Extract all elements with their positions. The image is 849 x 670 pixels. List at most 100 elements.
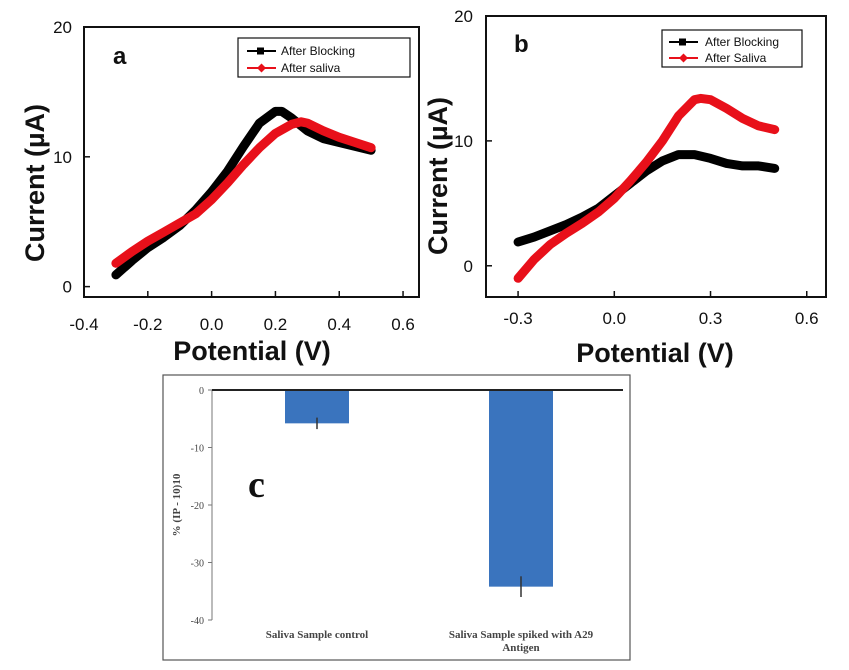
panel-b-series-saliva-point <box>610 194 619 203</box>
panel-c-category-label: Antigen <box>502 642 539 654</box>
panel-b-x-tick-label: -0.3 <box>503 309 532 328</box>
panel-a-series-blocking-point <box>288 114 295 121</box>
panel-c-y-tick-label: -40 <box>191 616 204 627</box>
panel-a-series-saliva-point <box>207 195 216 204</box>
panel-a-series-blocking-point <box>304 127 311 134</box>
panel-a-series-saliva-point <box>191 209 200 218</box>
panel-b-series-saliva-point <box>514 274 523 283</box>
panel-b-series-saliva-point <box>594 208 603 217</box>
panel-a-series-blocking-point <box>224 168 231 175</box>
panel-a-x-axis-label: Potential (V) <box>173 336 331 366</box>
panel-a-x-tick-label: 0.0 <box>200 315 224 334</box>
panel-a-x-tick-label: -0.2 <box>133 315 162 334</box>
panel-c-y-axis-label: % (IP - 10)10 <box>171 473 183 536</box>
panel-c-y-tick-label: -20 <box>191 501 204 512</box>
panel-a-series-saliva-point <box>255 143 264 152</box>
panel-b-series-blocking-point <box>691 151 698 158</box>
panel-a-series-blocking-point <box>208 188 215 195</box>
panel-c-category-label: Saliva Sample control <box>266 629 368 641</box>
panel-a-series-blocking-point <box>272 108 279 115</box>
panel-a-series-saliva-point <box>175 219 184 228</box>
panel-a-x-tick-label: 0.2 <box>264 315 288 334</box>
panel-b-x-tick-label: 0.3 <box>699 309 723 328</box>
panel-a-legend-label-saliva: After saliva <box>281 61 341 75</box>
panel-b-series-saliva-point <box>738 114 747 123</box>
panel-b-series-saliva-point <box>546 240 555 249</box>
panel-a-chart: a Potential (V) Current (µA) -0.4 -0.2 0.0… <box>20 18 420 366</box>
panel-a-series-saliva-point <box>319 126 328 135</box>
panel-a-legend-marker-blocking <box>257 47 264 55</box>
panel-b-series-saliva-point <box>770 125 779 134</box>
panel-b-y-axis-label: Current (µA) <box>423 97 453 255</box>
panel-b-y-tick-label: 0 <box>464 257 473 276</box>
panel-b-x-tick-label: 0.0 <box>602 309 626 328</box>
panel-b-series-blocking-point <box>515 239 522 246</box>
panel-b-series-saliva-point <box>530 255 539 264</box>
panel-a-series-saliva-point <box>159 228 168 237</box>
panel-a-y-tick-label: 20 <box>53 18 72 37</box>
panel-a-series-saliva-point <box>335 133 344 142</box>
panel-b-series-blocking-point <box>707 155 714 162</box>
panel-b-legend-box <box>661 29 803 68</box>
panel-a-series-saliva-point <box>223 178 232 187</box>
panel-b-legend: After Blocking After Saliva <box>661 29 803 68</box>
panel-b-y-tick-label: 10 <box>454 132 473 151</box>
panel-a-series-blocking-point <box>240 143 247 150</box>
panel-b-series-saliva-point <box>690 95 699 104</box>
panel-b-series-saliva-point <box>578 219 587 228</box>
panel-b-series-saliva-point <box>722 104 731 113</box>
panel-b-letter: b <box>514 31 529 58</box>
panel-b-series-saliva-point <box>658 136 667 145</box>
panel-b-legend-marker-saliva <box>679 53 688 63</box>
panel-a-series-blocking-point <box>256 120 263 127</box>
panel-a-series-blocking-point <box>336 139 343 146</box>
panel-b-series-blocking-point <box>659 157 666 164</box>
panel-a-series-saliva-point <box>111 259 120 268</box>
panel-a-legend: After Blocking After saliva <box>237 37 411 78</box>
panel-c-letter: c <box>248 464 265 506</box>
panel-c-y-tick-label: 0 <box>199 386 204 397</box>
panel-b-series-saliva-point <box>754 121 763 130</box>
panel-a-legend-box <box>237 37 411 78</box>
panel-b-series-saliva-point <box>706 95 715 104</box>
panel-b-x-axis-label: Potential (V) <box>576 338 734 368</box>
panel-a-series-saliva-point <box>271 129 280 138</box>
panel-a-x-tick-label: 0.6 <box>391 315 415 334</box>
panel-a-series-blocking-point <box>144 244 151 251</box>
panel-b-chart: b Potential (V) Current (µA) -0.3 0.0 0.3 0… <box>423 7 827 368</box>
panel-b-y-tick-label: 20 <box>454 7 473 26</box>
panel-b-series-blocking-point <box>675 151 682 158</box>
panel-b-series-saliva-point <box>562 229 571 238</box>
panel-a-series-blocking-point <box>278 108 285 115</box>
panel-b-series-blocking-point <box>739 162 746 169</box>
panel-a-series-blocking-point <box>128 257 135 264</box>
panel-b-series-saliva-point <box>642 158 651 167</box>
panel-b-x-tick-label: 0.6 <box>795 309 819 328</box>
panel-b-series-saliva-point <box>626 176 635 185</box>
panel-a-y-axis-label: Current (µA) <box>20 104 50 262</box>
panel-c-y-tick-label: -10 <box>191 444 204 455</box>
panel-a-x-tick-label: 0.4 <box>327 315 351 334</box>
panel-a-series-blocking-point <box>320 135 327 142</box>
panel-c-category-label: Saliva Sample spiked with A29 <box>449 629 594 641</box>
panel-b-legend-label-saliva: After Saliva <box>705 51 767 65</box>
panel-a-series-saliva-point <box>143 237 152 246</box>
panel-a-x-tick-label: -0.4 <box>69 315 98 334</box>
panel-b-series-blocking-point <box>547 227 554 234</box>
panel-a-series-saliva-point <box>127 247 136 256</box>
panel-c-y-tick-label: -30 <box>191 559 204 570</box>
panel-b-series-blocking-point <box>723 160 730 167</box>
panel-a-series-saliva-point <box>303 119 312 128</box>
panel-b-series-blocking-point <box>643 167 650 174</box>
panel-b-legend-marker-blocking <box>679 38 686 46</box>
panel-c-outer-frame <box>162 374 631 661</box>
panel-b-series-saliva-point <box>674 111 683 120</box>
panel-a-series-saliva-point <box>351 138 360 147</box>
panel-a-series-saliva-point <box>296 117 305 126</box>
panel-b-series-blocking-point <box>771 165 778 172</box>
panel-a-series-saliva-point <box>367 143 376 152</box>
panel-a-y-tick-label: 0 <box>63 278 72 297</box>
panel-b-series-blocking-point <box>755 162 762 169</box>
panel-b-series-saliva-line <box>513 93 780 283</box>
